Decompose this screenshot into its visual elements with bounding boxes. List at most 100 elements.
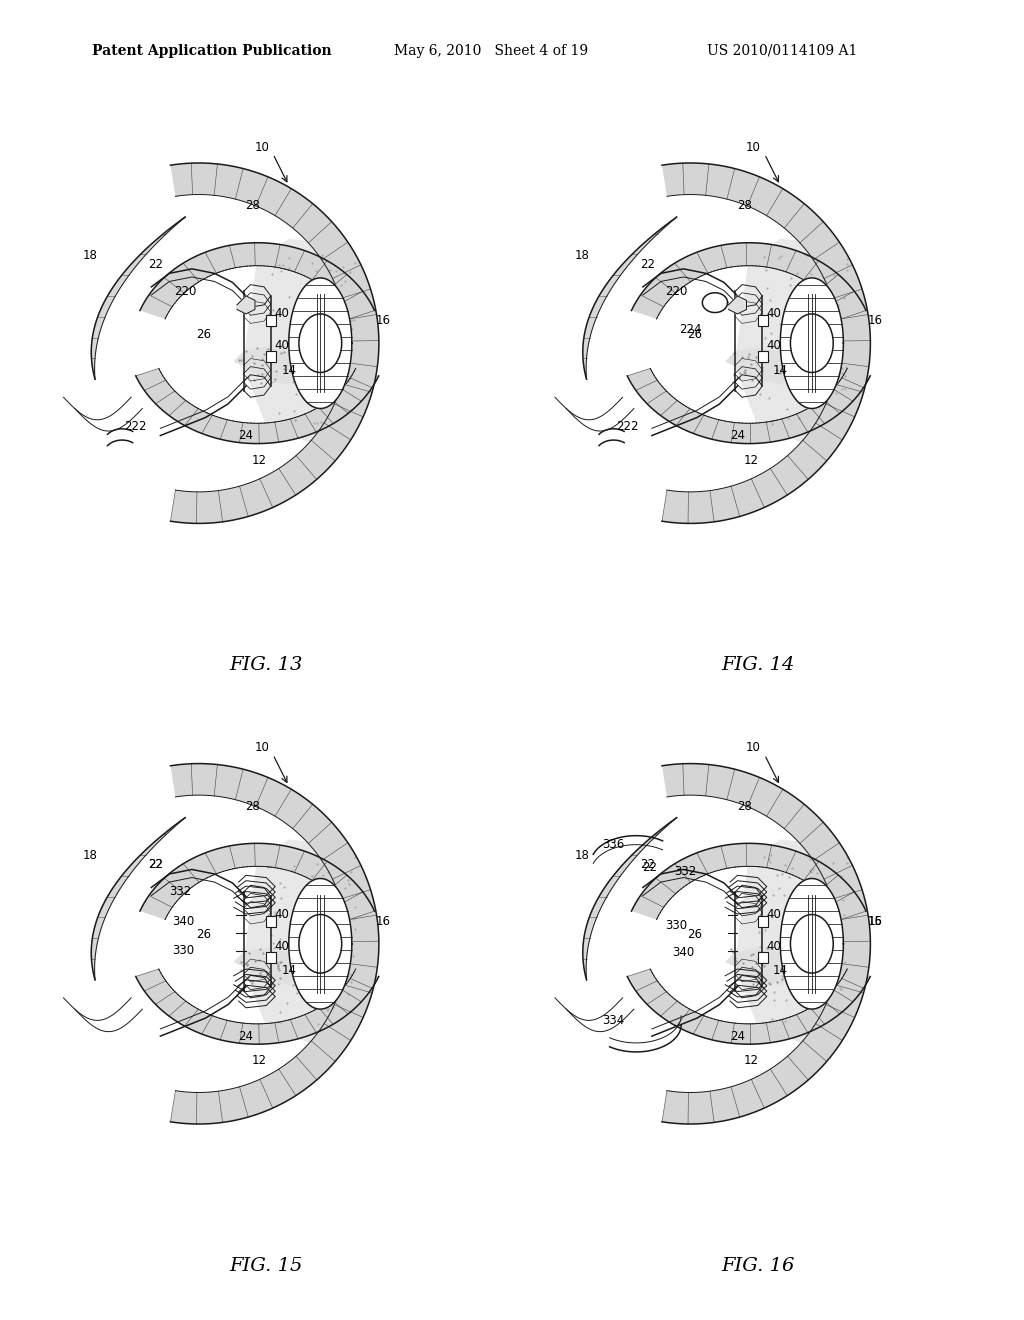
Text: 18: 18	[83, 850, 98, 862]
Polygon shape	[662, 162, 870, 524]
Text: 220: 220	[174, 285, 197, 298]
Text: 12: 12	[743, 454, 759, 467]
Polygon shape	[628, 368, 870, 444]
Text: 14: 14	[282, 965, 296, 977]
Polygon shape	[728, 296, 746, 314]
Text: 18: 18	[83, 249, 98, 261]
Text: 220: 220	[666, 285, 688, 298]
Polygon shape	[583, 216, 677, 379]
Polygon shape	[289, 279, 352, 408]
Text: 40: 40	[274, 308, 290, 321]
Text: 24: 24	[730, 429, 745, 442]
Text: 26: 26	[687, 928, 702, 941]
Text: 15: 15	[867, 915, 883, 928]
Text: 22: 22	[148, 257, 164, 271]
Text: 28: 28	[246, 800, 260, 813]
Text: 16: 16	[867, 314, 883, 327]
Polygon shape	[726, 948, 794, 985]
Text: FIG. 13: FIG. 13	[229, 656, 303, 675]
Polygon shape	[632, 243, 866, 319]
Text: 40: 40	[766, 940, 781, 953]
Text: 12: 12	[252, 1055, 267, 1068]
Ellipse shape	[791, 915, 834, 973]
Text: 14: 14	[282, 364, 296, 376]
Text: 28: 28	[246, 199, 260, 213]
Text: 12: 12	[743, 1055, 759, 1068]
Polygon shape	[632, 843, 866, 920]
Ellipse shape	[299, 915, 342, 973]
Polygon shape	[136, 969, 379, 1044]
Polygon shape	[662, 763, 870, 1125]
Bar	[266, 916, 276, 927]
Text: 26: 26	[196, 327, 211, 341]
Text: FIG. 16: FIG. 16	[721, 1257, 795, 1275]
Polygon shape	[289, 879, 352, 1008]
Text: 24: 24	[239, 1030, 254, 1043]
Text: 18: 18	[574, 249, 590, 261]
Polygon shape	[583, 817, 677, 979]
Text: 224: 224	[679, 323, 701, 337]
Text: 40: 40	[274, 908, 290, 921]
Polygon shape	[780, 879, 844, 1008]
Text: 22: 22	[640, 858, 655, 871]
Text: 332: 332	[675, 865, 696, 878]
Text: 330: 330	[172, 944, 194, 957]
Text: 40: 40	[274, 339, 290, 352]
Text: 22: 22	[148, 858, 164, 871]
Text: US 2010/0114109 A1: US 2010/0114109 A1	[707, 44, 857, 58]
Text: 12: 12	[252, 454, 267, 467]
Text: 330: 330	[666, 919, 688, 932]
Polygon shape	[140, 843, 375, 920]
Polygon shape	[735, 239, 861, 442]
Bar	[266, 315, 276, 326]
Polygon shape	[136, 368, 379, 444]
Text: 28: 28	[737, 199, 752, 213]
Text: 340: 340	[172, 915, 194, 928]
Bar	[266, 952, 276, 962]
Text: 222: 222	[615, 420, 638, 433]
Text: 16: 16	[376, 915, 391, 928]
Ellipse shape	[299, 314, 342, 372]
Text: 24: 24	[730, 1030, 745, 1043]
Bar	[758, 952, 768, 962]
Bar	[758, 916, 768, 927]
Text: 10: 10	[254, 742, 269, 754]
Polygon shape	[91, 216, 185, 379]
Text: 10: 10	[745, 742, 761, 754]
Polygon shape	[780, 279, 844, 408]
Text: May 6, 2010   Sheet 4 of 19: May 6, 2010 Sheet 4 of 19	[394, 44, 589, 58]
Polygon shape	[726, 347, 794, 384]
Text: 40: 40	[274, 940, 290, 953]
Polygon shape	[234, 948, 302, 985]
Polygon shape	[735, 840, 861, 1043]
Text: 10: 10	[745, 141, 761, 153]
Text: 332: 332	[170, 886, 191, 899]
Text: 22: 22	[642, 861, 657, 874]
Text: 334: 334	[602, 1014, 625, 1027]
Text: 24: 24	[239, 429, 254, 442]
Bar	[758, 351, 768, 362]
Polygon shape	[170, 162, 379, 524]
Text: 16: 16	[376, 314, 391, 327]
Text: 340: 340	[673, 946, 694, 960]
Text: Patent Application Publication: Patent Application Publication	[92, 44, 332, 58]
Polygon shape	[244, 239, 370, 442]
Text: 22: 22	[148, 858, 164, 871]
Text: 336: 336	[602, 838, 625, 851]
Text: FIG. 14: FIG. 14	[721, 656, 795, 675]
Polygon shape	[234, 347, 302, 384]
Text: 14: 14	[773, 965, 787, 977]
Text: 40: 40	[766, 339, 781, 352]
Polygon shape	[702, 293, 728, 313]
Text: 18: 18	[574, 850, 590, 862]
Polygon shape	[91, 817, 185, 979]
Text: 26: 26	[687, 327, 702, 341]
Polygon shape	[628, 969, 870, 1044]
Text: 222: 222	[124, 420, 146, 433]
Polygon shape	[244, 840, 370, 1043]
Text: 40: 40	[766, 308, 781, 321]
Bar	[758, 315, 768, 326]
Polygon shape	[237, 296, 255, 314]
Text: 14: 14	[773, 364, 787, 376]
Text: 26: 26	[196, 928, 211, 941]
